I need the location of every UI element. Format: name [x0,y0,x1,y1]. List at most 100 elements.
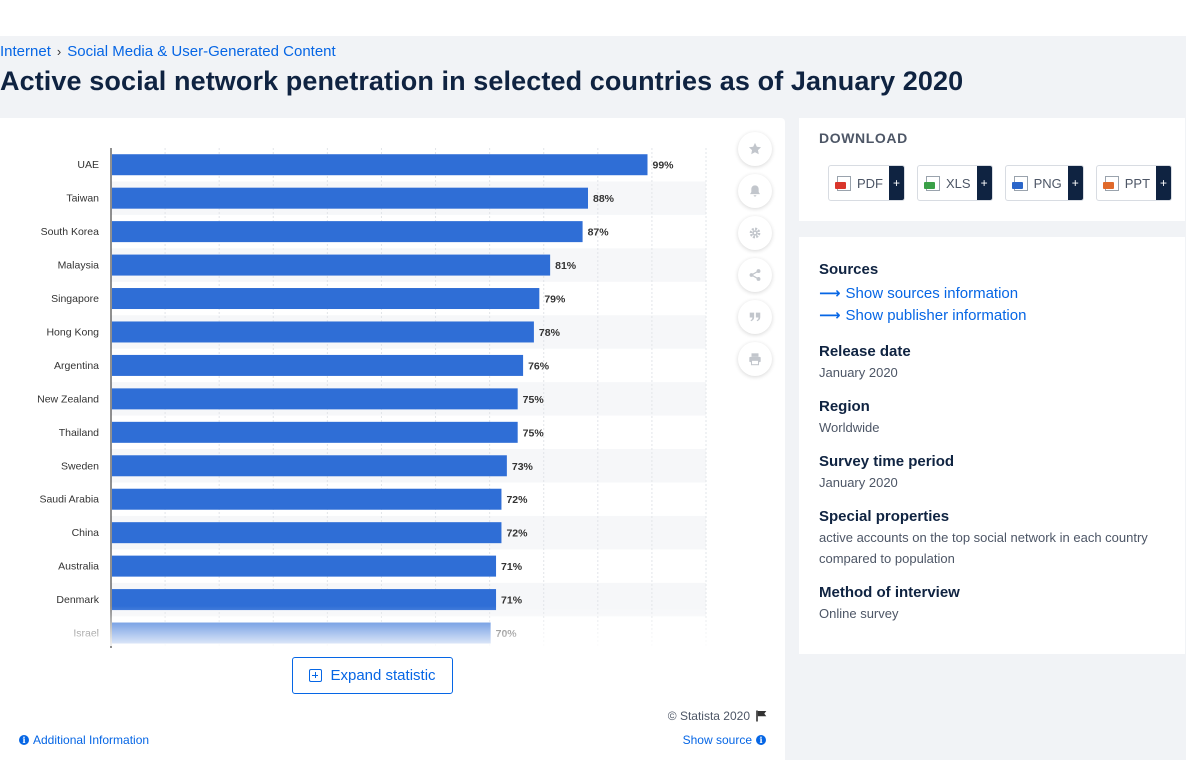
print-icon [749,353,761,366]
category-label: South Korea [41,226,100,238]
value-label: 79% [544,294,566,306]
show-publisher-link[interactable]: ⟶ Show publisher information [819,306,1026,325]
category-label: Australia [58,561,99,573]
bar-thailand [112,421,518,443]
arrow-right-icon: ⟶ [819,307,841,324]
bar-israel [112,622,491,644]
bar-australia [112,555,497,577]
download-ppt-button[interactable]: PPT + [1095,165,1173,201]
show-sources-link[interactable]: ⟶ Show sources information [819,284,1026,303]
bar-chart: UAE 99% Taiwan 88% South Korea 87% Malaysia 81%… [37,148,707,648]
additional-information-link[interactable]: i Additional Information [19,733,149,747]
method-value: Online survey [819,606,899,621]
bar-saudi-arabia [112,488,502,510]
download-pdf-label: PDF [857,175,883,191]
expand-statistic-label: Expand statistic [330,667,436,684]
ppt-add-button[interactable]: + [1156,166,1172,200]
chart-card: UAE 99% Taiwan 88% South Korea 87% Malaysia 81%… [0,118,785,760]
bar-argentina [112,354,524,376]
special-properties-label: Special properties [819,508,950,525]
info-icon: i [756,735,766,745]
special-properties-section: Special properties active accounts on th… [819,508,1159,569]
category-label: Sweden [61,460,99,472]
sources-section: Sources ⟶ Show sources information ⟶ Show … [819,261,1026,324]
download-card: DOWNLOAD PDF + XLS + PNG + PPT + [799,118,1185,221]
region-section: Region Worldwide [819,398,879,438]
additional-information-label: Additional Information [33,733,150,747]
download-xls-label: XLS [946,175,971,191]
value-label: 73% [512,461,534,473]
bar-south-korea [112,221,583,243]
category-label: Hong Kong [46,326,99,338]
xls-add-button[interactable]: + [976,166,992,200]
page-title: Active social network penetration in sel… [0,66,964,96]
breadcrumb-item-internet[interactable]: Internet [0,43,51,60]
show-sources-label: Show sources information [845,284,1019,302]
value-label: 72% [506,494,528,506]
notification-button[interactable] [738,174,772,208]
ppt-file-icon [1102,175,1119,191]
value-label: 71% [501,595,523,607]
bar-taiwan [112,187,588,209]
expand-statistic-button[interactable]: Expand statistic [292,657,453,694]
xls-file-icon [924,175,940,191]
release-date-section: Release date January 2020 [819,343,911,383]
category-label: Singapore [51,293,99,305]
value-label: 99% [653,160,675,172]
download-xls-button[interactable]: XLS + [917,165,993,201]
download-ppt-label: PPT [1124,175,1151,191]
bell-icon [750,185,760,197]
category-label: Denmark [56,594,99,606]
value-label: 87% [588,227,610,239]
category-label: Taiwan [66,193,99,205]
pdf-file-icon [835,175,851,191]
breadcrumb: Internet › Social Media & User-Generated… [0,43,336,60]
show-source-label: Show source [682,733,752,747]
png-file-icon [1011,175,1028,191]
copyright-text: © Statista 2020 [667,709,750,723]
value-label: 72% [506,528,528,540]
download-png-button[interactable]: PNG + [1004,165,1084,201]
show-source-link[interactable]: Show source i [683,733,766,747]
print-button[interactable] [738,342,772,376]
star-icon [748,142,762,155]
value-label: 76% [528,360,550,372]
share-button[interactable] [738,258,772,292]
cite-button[interactable] [738,300,772,334]
share-icon [749,269,761,281]
value-label: 70% [496,628,518,640]
value-label: 75% [523,427,545,439]
survey-period-value: January 2020 [819,475,898,490]
bar-hong-kong [112,321,534,343]
value-label: 81% [555,260,577,272]
download-png-label: PNG [1033,175,1062,191]
value-label: 71% [501,561,523,573]
category-label: China [72,527,100,539]
category-label: Malaysia [58,260,100,272]
flag-icon[interactable] [756,710,767,722]
download-title: DOWNLOAD [819,130,908,146]
category-label: New Zealand [37,393,99,405]
bar-singapore [112,288,540,310]
breadcrumb-item-social-media[interactable]: Social Media & User-Generated Content [67,43,336,60]
value-label: 75% [523,394,545,406]
download-pdf-button[interactable]: PDF + [828,165,905,201]
png-add-button[interactable]: + [1067,166,1083,200]
value-label: 78% [539,327,561,339]
method-section: Method of interview Online survey [819,584,960,624]
statistic-info-card: Sources ⟶ Show sources information ⟶ Show … [799,237,1185,654]
survey-period-section: Survey time period January 2020 [819,453,954,493]
pdf-add-button[interactable]: + [889,166,904,200]
value-label: 88% [593,193,615,205]
arrow-right-icon: ⟶ [819,285,841,302]
method-label: Method of interview [819,584,960,601]
region-value: Worldwide [819,420,880,435]
release-date-value: January 2020 [819,365,898,380]
bar-malaysia [112,254,551,276]
plus-square-icon [309,669,323,682]
bar-china [112,522,502,544]
category-label: UAE [77,159,99,171]
download-buttons: PDF + XLS + PNG + PPT + [828,165,1173,201]
favorite-button[interactable] [738,132,772,166]
settings-button[interactable] [738,216,772,250]
